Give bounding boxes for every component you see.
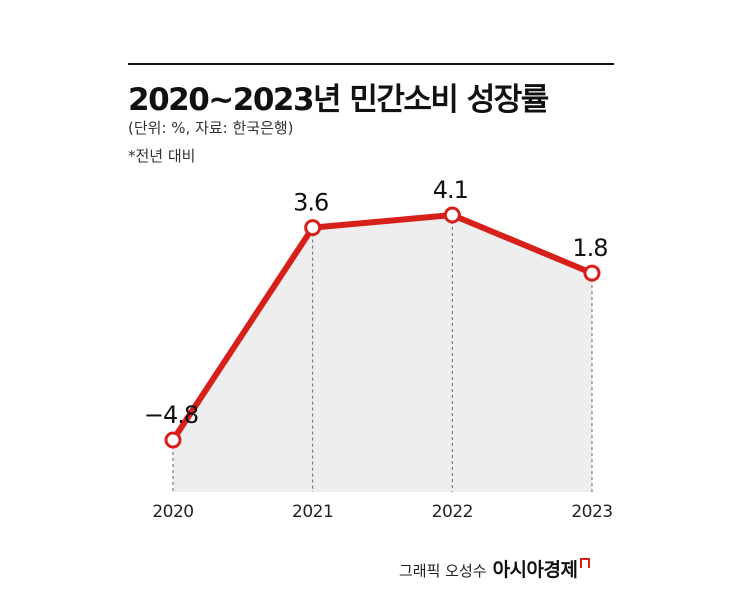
series-line [170, 212, 595, 443]
top-rule [128, 63, 614, 65]
data-label-2020: −4.8 [144, 401, 198, 429]
credit-graphic-by: 그래픽 오성수 [399, 562, 487, 580]
data-label-2021: 3.6 [293, 189, 328, 217]
publisher-logo: 아시아경제 [492, 559, 578, 581]
x-tick-label-2022: 2022 [432, 502, 473, 522]
chart-note: *전년 대비 [128, 147, 196, 165]
publisher-mark-icon [580, 558, 591, 568]
credit: 그래픽 오성수 아시아경제 [399, 555, 591, 582]
chart-subtitle: (단위: %, 자료: 한국은행) [128, 119, 294, 137]
data-label-2022: 4.1 [433, 176, 468, 204]
x-tick-label-2020: 2020 [152, 502, 193, 522]
x-tick-label-2021: 2021 [292, 502, 333, 522]
data-point-2023 [583, 264, 601, 282]
data-label-2023: 1.8 [572, 234, 607, 262]
data-point-2021 [304, 219, 322, 237]
chart-title: 2020~2023년 민간소비 성장률 [128, 82, 549, 118]
area-fill [173, 215, 592, 492]
data-point-2022 [443, 206, 461, 224]
data-point-2020 [164, 431, 182, 449]
x-tick-label-2023: 2023 [571, 502, 612, 522]
